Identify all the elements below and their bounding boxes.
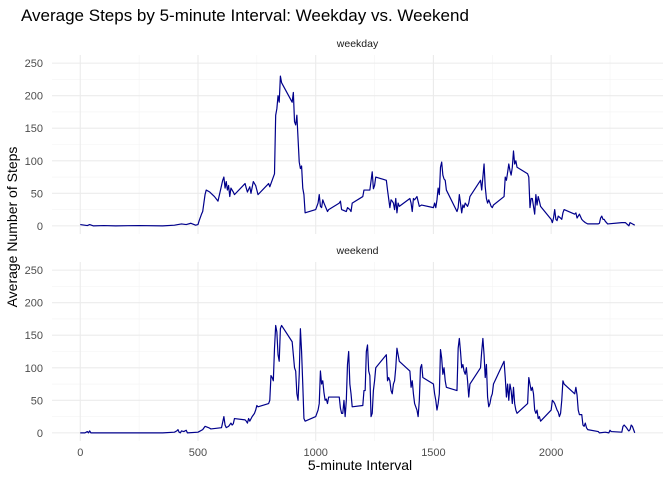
y-tick-label: 200 xyxy=(25,298,43,310)
panel-weekday: weekday 0 50 100 150 200 250 xyxy=(25,38,663,234)
series-line-weekend xyxy=(80,324,636,434)
panel-strip-label-weekend: weekend xyxy=(335,245,378,257)
grid-weekend xyxy=(52,262,663,441)
x-tick-label: 0 xyxy=(77,447,83,459)
y-tick-label: 50 xyxy=(31,395,43,407)
y-tick-label: 100 xyxy=(25,363,43,375)
y-tick-label: 150 xyxy=(25,123,43,135)
x-axis-title: 5-minute Interval xyxy=(308,457,412,473)
chart-title: Average Steps by 5-minute Interval: Week… xyxy=(21,6,469,25)
y-tick-label: 250 xyxy=(25,265,43,277)
x-tick-label: 500 xyxy=(189,447,207,459)
panel-weekend: weekend 0 50 100 150 200 250 xyxy=(25,245,663,441)
y-tick-label: 150 xyxy=(25,330,43,342)
y-tick-label: 0 xyxy=(37,221,43,233)
y-tick-label: 100 xyxy=(25,156,43,168)
y-tick-label: 50 xyxy=(31,188,43,200)
x-tick-label: 1000 xyxy=(303,447,327,459)
x-tick-label: 1500 xyxy=(421,447,445,459)
y-tick-label: 0 xyxy=(37,428,43,440)
series-line-weekday xyxy=(80,75,636,227)
grid-weekday xyxy=(52,55,663,234)
x-tick-label: 2000 xyxy=(539,447,563,459)
y-tick-label: 200 xyxy=(25,91,43,103)
y-tick-label: 250 xyxy=(25,58,43,70)
panel-strip-label-weekday: weekday xyxy=(336,38,379,50)
y-axis-title: Average Number of Steps xyxy=(4,147,20,308)
